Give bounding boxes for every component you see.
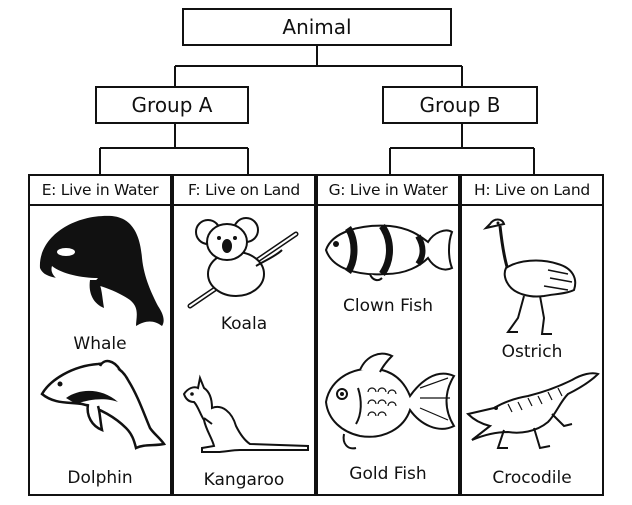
column-e-header: E: Live in Water	[28, 174, 172, 206]
koala-icon	[187, 217, 299, 309]
animal-label-clown-fish: Clown Fish	[343, 296, 433, 316]
animal-label-koala: Koala	[220, 314, 268, 334]
kangaroo-icon	[182, 374, 309, 453]
dolphin-icon	[40, 359, 166, 450]
animal-label-gold-fish: Gold Fish	[349, 464, 427, 484]
group-b-node: Group B	[382, 86, 538, 124]
clown-fish-icon	[324, 223, 454, 282]
whale-icon	[39, 215, 164, 326]
group-a-node: Group A	[95, 86, 249, 124]
animal-label-whale: Whale	[73, 334, 127, 354]
root-node: Animal	[182, 8, 452, 46]
gold-fish-icon	[324, 352, 456, 450]
animal-label-kangaroo: Kangaroo	[203, 470, 285, 490]
ostrich-icon	[482, 218, 577, 335]
column-f-header: F: Live on Land	[172, 174, 316, 206]
crocodile-icon	[466, 372, 600, 450]
column-h-header: H: Live on Land	[460, 174, 604, 206]
animal-label-crocodile: Crocodile	[492, 468, 572, 488]
animal-label-ostrich: Ostrich	[501, 342, 563, 362]
column-g-header: G: Live in Water	[316, 174, 460, 206]
animal-label-dolphin: Dolphin	[67, 468, 133, 488]
column-h-body	[460, 204, 604, 496]
